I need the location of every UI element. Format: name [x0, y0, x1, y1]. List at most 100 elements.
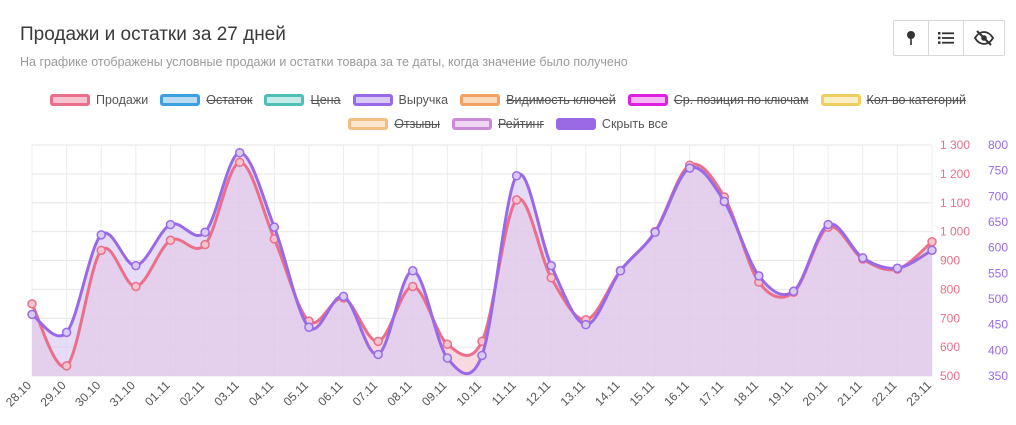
legend-label: Рейтинг [498, 117, 544, 131]
legend-swatch [50, 94, 90, 106]
x-axis-tick-label: 16.11 [661, 378, 692, 409]
data-point [27, 309, 37, 320]
x-axis-tick-label: 05.11 [281, 378, 312, 409]
data-point [373, 349, 383, 360]
y-axis-right-tick-label: 450 [988, 318, 1008, 332]
x-axis-tick-label: 18.11 [731, 378, 762, 409]
legend-swatch [627, 94, 668, 106]
x-axis-tick-label: 11.11 [489, 378, 519, 408]
legend-label: Отзывы [394, 117, 441, 131]
legend-swatch [160, 94, 201, 106]
x-axis-tick-label: 08.11 [384, 378, 415, 409]
y-axis-left-tick-label: 1 300 [940, 138, 970, 152]
data-point [823, 219, 833, 230]
data-point [165, 235, 176, 246]
legend-swatch [352, 94, 393, 106]
legend-swatch [460, 94, 501, 106]
series-line [31, 151, 933, 376]
legend-item[interactable]: Цена [264, 90, 341, 110]
x-axis-tick-label: 06.11 [315, 378, 346, 409]
data-point [892, 263, 903, 273]
x-axis-tick-label: 29.10 [38, 378, 69, 409]
data-point [650, 227, 660, 238]
pin-icon [907, 31, 915, 45]
data-point [61, 327, 72, 338]
data-point [442, 339, 453, 349]
data-point [927, 236, 937, 247]
data-point [408, 281, 418, 292]
x-axis-tick-label: 17.11 [696, 378, 727, 409]
legend-item[interactable]: Кол-во категорий [820, 90, 966, 110]
data-point [200, 227, 210, 238]
data-point [269, 222, 280, 232]
data-point [96, 245, 106, 256]
x-axis-tick-label: 04.11 [246, 378, 277, 409]
eye-slash-icon [974, 30, 994, 46]
data-point [234, 147, 245, 158]
list-button[interactable] [929, 21, 964, 55]
legend-label: Ср. позиция по ключам [673, 93, 809, 107]
data-point [131, 281, 141, 292]
y-axis-right-tick-label: 650 [988, 215, 1008, 229]
data-point [442, 353, 453, 363]
data-point [754, 271, 764, 281]
hide-button[interactable] [964, 21, 1004, 55]
legend-label: Продажи [96, 93, 149, 107]
list-icon [938, 32, 954, 44]
legend-item[interactable]: Видимость ключей [460, 90, 616, 110]
series-area [32, 152, 932, 376]
legend-item[interactable]: Продажи [50, 90, 148, 110]
chart-plot: 500 600 700 800 900 1 000 1 100 1 200 1 300 350 40… [3, 138, 1008, 409]
pin-button[interactable] [894, 21, 929, 55]
y-axis-right-tick-label: 400 [988, 343, 1008, 357]
y-axis-left-tick-label: 700 [940, 311, 960, 325]
data-point [546, 260, 556, 271]
data-point [61, 361, 72, 371]
chart-legend: Продажи Остаток Цена Выручка Видимость ключе… [0, 90, 1016, 134]
legend-swatch [555, 118, 596, 130]
y-axis-right-tick-label: 500 [988, 292, 1008, 306]
y-axis-right-tick-label: 800 [988, 138, 1008, 152]
data-point [96, 230, 106, 240]
legend-label: Остаток [206, 93, 253, 107]
data-point [684, 163, 695, 173]
y-axis-left-tick-label: 1 100 [940, 196, 970, 210]
x-axis-tick-label: 01.11 [142, 378, 173, 409]
y-axis-left-tick-label: 500 [940, 369, 960, 383]
y-axis-left-tick-label: 900 [940, 254, 960, 268]
data-point [719, 196, 730, 207]
legend-label: Выручка [398, 93, 449, 107]
legend-swatch [348, 118, 389, 130]
x-axis-tick-label: 09.11 [419, 378, 450, 409]
data-point [27, 299, 37, 309]
legend-item[interactable]: Выручка [352, 90, 449, 110]
data-point [581, 319, 591, 330]
legend-label: Видимость ключей [506, 93, 616, 107]
data-point [338, 291, 349, 302]
y-axis-left-tick-label: 1 000 [940, 225, 970, 239]
chart-title: Продажи и остатки за 27 дней [20, 24, 286, 45]
legend-item[interactable]: Скрыть все [555, 114, 668, 134]
data-point [165, 219, 176, 230]
x-axis-tick-label: 10.11 [454, 378, 485, 409]
data-point [234, 157, 245, 168]
x-axis-tick-label: 28.10 [3, 378, 34, 409]
y-axis-left-tick-label: 800 [940, 282, 960, 296]
legend-label: Кол-во категорий [866, 93, 966, 107]
legend-item[interactable]: Ср. позиция по ключам [627, 90, 809, 110]
y-axis-right-tick-label: 350 [988, 369, 1008, 383]
y-axis-left-tick-label: 1 200 [940, 167, 970, 181]
legend-item[interactable]: Рейтинг [452, 114, 544, 134]
data-point [615, 266, 626, 276]
x-axis-tick-label: 19.11 [765, 378, 796, 409]
x-axis-tick-label: 02.11 [177, 378, 208, 409]
legend-item[interactable]: Отзывы [348, 114, 440, 134]
x-axis-tick-label: 23.11 [904, 378, 935, 409]
y-axis-right-tick-label: 700 [988, 189, 1008, 203]
legend-item[interactable]: Остаток [160, 90, 252, 110]
y-axis-right-tick-label: 600 [988, 241, 1008, 255]
x-axis-tick-label: 12.11 [523, 378, 554, 409]
chart-subtitle: На графике отображены условные продажи и… [20, 55, 628, 69]
legend-label: Цена [310, 93, 341, 107]
y-axis-right-tick-label: 750 [988, 164, 1008, 178]
